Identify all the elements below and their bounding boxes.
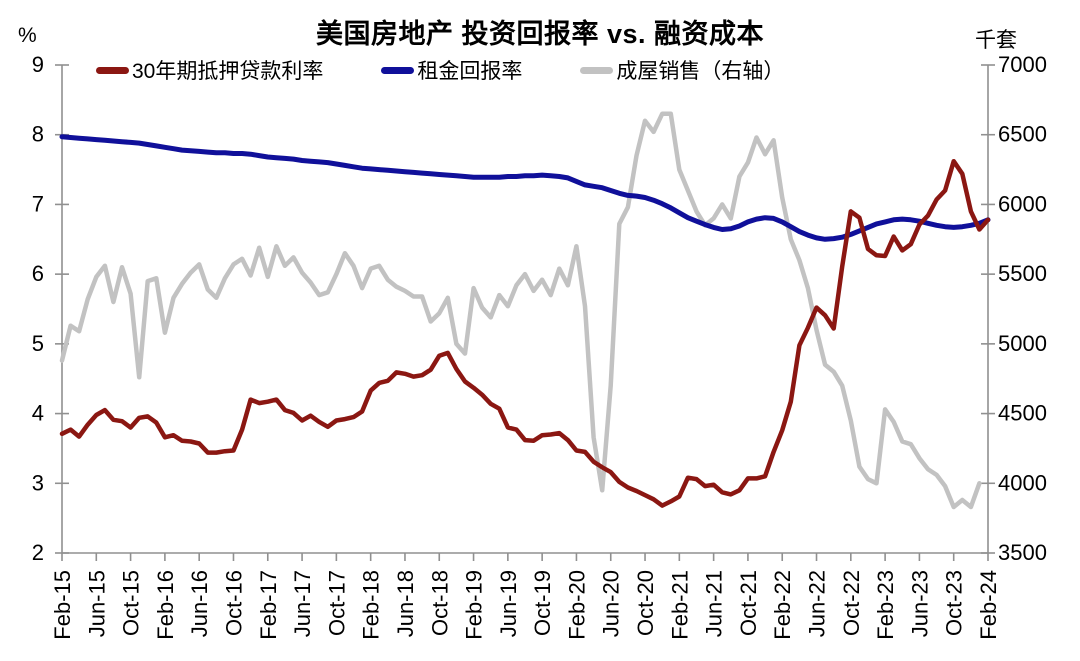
- y-axis-right-tick-label: 7000: [998, 52, 1047, 77]
- legend-label-rent-yield: 租金回报率: [417, 60, 523, 83]
- legend: 30年期抵押贷款利率 租金回报率 成屋销售（右轴）: [96, 55, 784, 85]
- x-axis-tick-label: Feb-17: [256, 570, 281, 640]
- x-axis-tick-label: Feb-15: [50, 570, 75, 640]
- x-axis-tick-label: Jun-18: [393, 570, 418, 637]
- y-axis-right-tick-label: 5500: [998, 261, 1047, 286]
- x-axis-tick-label: Feb-22: [770, 570, 795, 640]
- series-mortgage-rate-30y-line: [59, 158, 991, 508]
- y-axis-left-tick-label: 6: [32, 261, 44, 286]
- x-axis-tick-label: Feb-24: [976, 570, 1001, 640]
- x-axis-tick-label: Oct-21: [736, 570, 761, 636]
- y-axis-left-tick-label: 8: [32, 122, 44, 147]
- x-axis-tick-label: Feb-18: [359, 570, 384, 640]
- x-axis-tick-label: Oct-22: [839, 570, 864, 636]
- x-axis-tick-label: Oct-19: [530, 570, 555, 636]
- x-axis-tick-label: Jun-19: [496, 570, 521, 637]
- y-axis-left-tick-label: 2: [32, 540, 44, 565]
- series-existing-home-sales-line: [59, 111, 982, 510]
- y-axis-right-tick-label: 4500: [998, 401, 1047, 426]
- x-axis-tick-label: Oct-16: [221, 570, 246, 636]
- y-axis-left-tick-label: 7: [32, 191, 44, 216]
- x-axis-tick-label: Jun-20: [599, 570, 624, 637]
- x-axis-tick-label: Feb-21: [667, 570, 692, 640]
- legend-item-mortgage-rate: 30年期抵押贷款利率: [96, 55, 323, 85]
- x-axis-tick-label: Feb-20: [564, 570, 589, 640]
- home-sales-line-swatch: [580, 66, 614, 74]
- x-axis-tick-label: Oct-15: [119, 570, 144, 636]
- x-axis-tick-label: Oct-20: [633, 570, 658, 636]
- legend-item-rent-yield: 租金回报率: [381, 55, 522, 85]
- y-axis-right-tick-label: 5000: [998, 331, 1047, 356]
- x-axis-tick-label: Feb-16: [153, 570, 178, 640]
- x-axis-tick-label: Oct-18: [427, 570, 452, 636]
- legend-label-home-sales: 成屋销售（右轴）: [616, 60, 785, 83]
- x-axis-tick-label: Jun-23: [907, 570, 932, 637]
- y-axis-right-tick-label: 4000: [998, 470, 1047, 495]
- x-axis-tick-label: Oct-17: [324, 570, 349, 636]
- legend-item-home-sales: 成屋销售（右轴）: [580, 55, 784, 85]
- chart-title: 美国房地产 投资回报率 vs. 融资成本: [315, 19, 765, 49]
- y-axis-right-tick-label: 3500: [998, 540, 1047, 565]
- x-axis-tick-label: Oct-23: [942, 570, 967, 636]
- x-axis-tick-label: Jun-15: [84, 570, 109, 637]
- x-axis-tick-label: Jun-16: [187, 570, 212, 637]
- series-rent-yield-line: [59, 134, 991, 242]
- y-axis-right-unit-label: 千套: [975, 29, 1017, 52]
- y-axis-right-tick-label: 6000: [998, 191, 1047, 216]
- mortgage-rate-line-swatch: [96, 66, 129, 74]
- rent-yield-line-swatch: [381, 66, 415, 74]
- x-axis-tick-label: Feb-19: [462, 570, 487, 640]
- x-axis-tick-label: Feb-23: [873, 570, 898, 640]
- y-axis-right-tick-label: 6500: [998, 122, 1047, 147]
- y-axis-left-tick-label: 3: [32, 470, 44, 495]
- y-axis-left-tick-label: 4: [32, 401, 44, 426]
- y-axis-left-unit-label: %: [18, 24, 37, 47]
- x-axis-tick-label: Jun-21: [702, 570, 727, 637]
- x-axis-tick-label: Jun-17: [290, 570, 315, 637]
- x-axis-tick-label: Jun-22: [805, 570, 830, 637]
- y-axis-left-tick-label: 9: [32, 52, 44, 77]
- legend-label-mortgage-rate: 30年期抵押贷款利率: [132, 60, 324, 83]
- y-axis-left-tick-label: 5: [32, 331, 44, 356]
